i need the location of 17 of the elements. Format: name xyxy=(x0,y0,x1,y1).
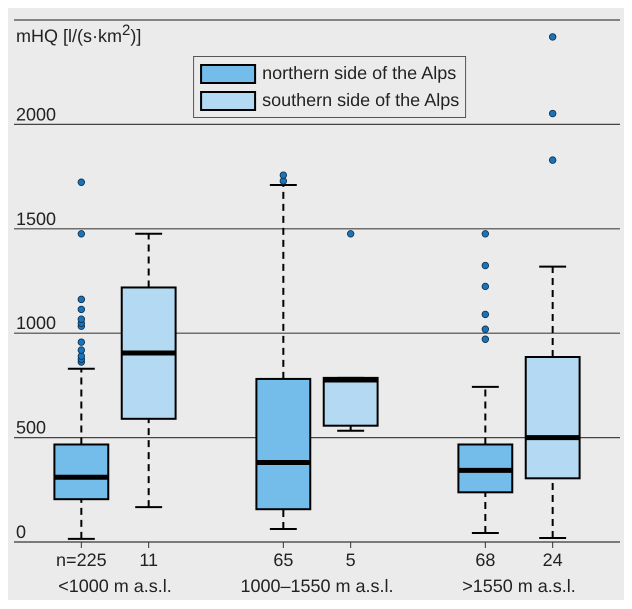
legend-label: northern side of the Alps xyxy=(262,63,456,84)
text: 5 xyxy=(346,550,356,570)
y-tick-label: 1000 xyxy=(16,313,56,334)
y-tick-label: 0 xyxy=(16,522,26,542)
y-tick-label: 500 xyxy=(16,418,46,438)
x-tick-label: <1000 m a.s.l. xyxy=(58,576,172,596)
text: 68 xyxy=(475,550,496,570)
y-tick-label: 1500 xyxy=(16,208,56,229)
x-tick-label: 1000–1550 m a.s.l. xyxy=(240,576,394,596)
text: 24 xyxy=(542,550,563,570)
legend-label: southern side of the Alps xyxy=(262,90,460,111)
x-tick-label: >1550 m a.s.l. xyxy=(462,576,576,596)
text: 11 xyxy=(139,550,158,570)
y-axis-title: mHQ [l/(s·km$^{2}$)] xyxy=(16,22,142,47)
y-tick-label: 2000 xyxy=(16,104,56,124)
text: n=225 xyxy=(56,550,107,570)
text: 65 xyxy=(273,550,294,570)
